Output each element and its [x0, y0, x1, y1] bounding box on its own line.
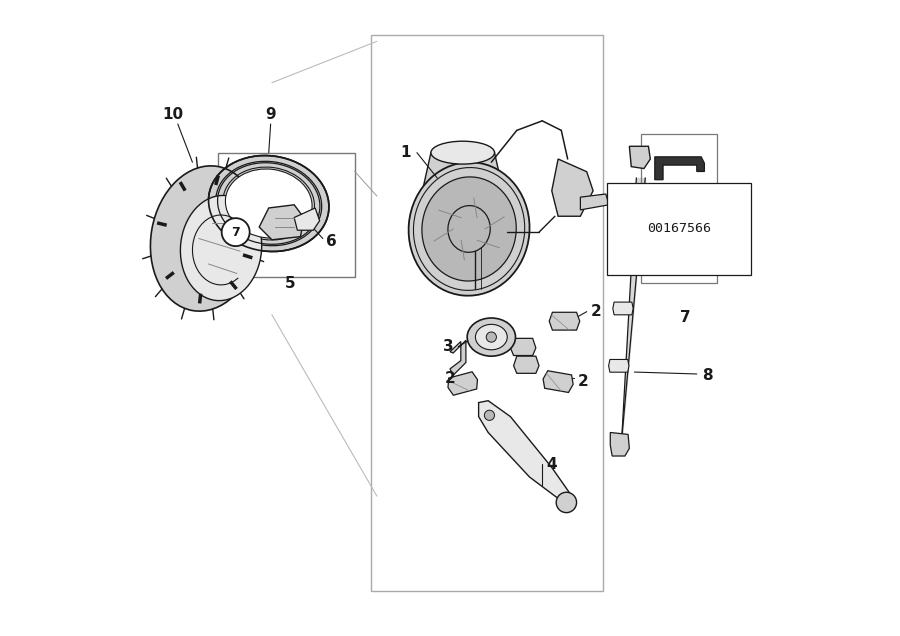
Polygon shape [418, 153, 508, 210]
Text: 00167566: 00167566 [647, 223, 711, 235]
Polygon shape [580, 194, 609, 210]
Bar [641, 134, 717, 200]
Text: 10: 10 [163, 107, 184, 122]
Text: 9: 9 [266, 107, 276, 122]
Text: 4: 4 [546, 457, 557, 472]
Circle shape [682, 204, 695, 217]
Polygon shape [613, 302, 634, 315]
Text: 7: 7 [648, 210, 658, 224]
Text: 3: 3 [443, 339, 454, 354]
Ellipse shape [409, 162, 529, 296]
Polygon shape [608, 359, 629, 372]
Ellipse shape [448, 205, 490, 252]
Text: 8: 8 [702, 368, 713, 383]
Text: 2: 2 [445, 371, 455, 386]
Ellipse shape [675, 205, 701, 216]
Ellipse shape [431, 141, 494, 164]
Text: 7: 7 [231, 226, 240, 238]
Ellipse shape [422, 177, 517, 281]
Text: 6: 6 [326, 234, 337, 249]
Ellipse shape [209, 156, 328, 251]
Polygon shape [549, 312, 580, 330]
Ellipse shape [225, 169, 312, 238]
Text: 1: 1 [400, 145, 410, 160]
Polygon shape [450, 340, 466, 375]
Polygon shape [617, 237, 638, 250]
Polygon shape [294, 208, 320, 230]
Text: 2: 2 [578, 374, 589, 389]
Ellipse shape [475, 324, 508, 350]
Polygon shape [552, 159, 593, 216]
Circle shape [486, 332, 497, 342]
Polygon shape [510, 338, 536, 356]
Polygon shape [514, 356, 539, 373]
Ellipse shape [150, 166, 260, 311]
Bar [371, 35, 603, 591]
Polygon shape [629, 146, 651, 169]
Polygon shape [655, 157, 705, 180]
Circle shape [556, 492, 577, 513]
Polygon shape [259, 205, 303, 240]
Polygon shape [543, 371, 573, 392]
Ellipse shape [180, 195, 262, 301]
Bar [218, 153, 355, 277]
Polygon shape [479, 401, 574, 506]
Ellipse shape [467, 318, 516, 356]
Polygon shape [610, 432, 629, 456]
Ellipse shape [225, 169, 312, 238]
Text: 5: 5 [284, 275, 295, 291]
Polygon shape [448, 372, 478, 395]
Text: 2: 2 [591, 304, 602, 319]
Bar [641, 200, 717, 283]
Text: 7: 7 [680, 310, 690, 326]
Circle shape [484, 410, 494, 420]
Circle shape [221, 218, 249, 246]
